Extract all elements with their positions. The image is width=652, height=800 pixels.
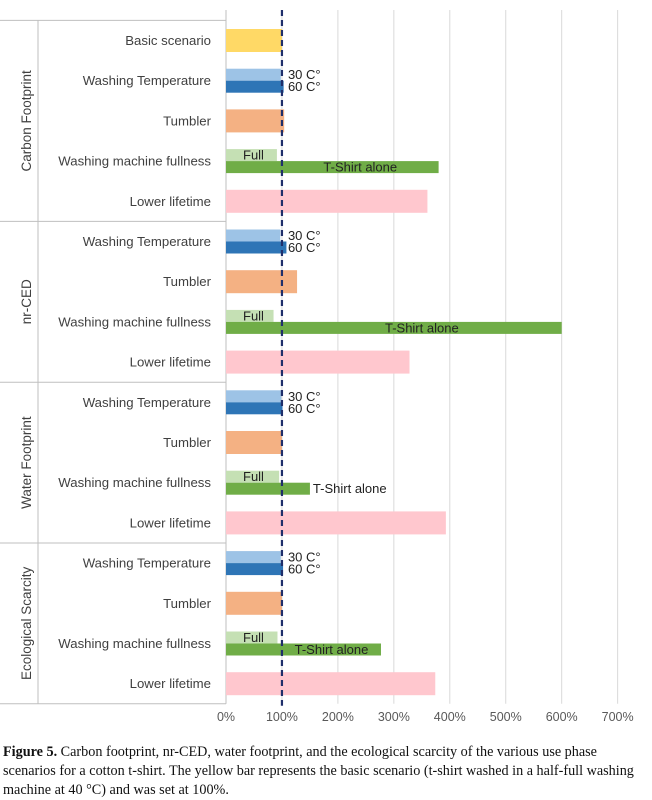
bar <box>226 563 284 576</box>
x-tick-label: 500% <box>490 710 522 724</box>
x-tick-label: 700% <box>602 710 634 724</box>
x-tick-label: 600% <box>546 710 578 724</box>
bar-tag: 30 C° <box>288 228 321 243</box>
group-label: Water Footprint <box>19 416 34 509</box>
chart-area: Carbon Footprint nr-CED Water Footprint Eco… <box>0 10 634 724</box>
bar <box>226 672 436 696</box>
bar <box>226 631 278 644</box>
row-label: Washing machine fullness <box>58 154 211 169</box>
row-label: Tumbler <box>163 596 211 611</box>
bar <box>226 591 282 615</box>
bar-tag: Full <box>243 630 264 645</box>
row-label: Washing Temperature <box>83 556 211 571</box>
bar <box>226 470 280 483</box>
row-label: Washing machine fullness <box>58 475 211 490</box>
bar-tag: 60 C° <box>288 79 321 94</box>
group-label: Carbon Footprint <box>19 70 34 172</box>
row-label: Washing Temperature <box>83 73 211 88</box>
bar-tag: 30 C° <box>288 67 321 82</box>
row-label: Washing Temperature <box>83 395 211 410</box>
row-label: Washing machine fullness <box>58 314 211 329</box>
caption-label: Figure 5. <box>3 744 58 760</box>
bar-tag: Full <box>243 469 264 484</box>
bar-tag: 60 C° <box>288 562 321 577</box>
x-tick-label: 100% <box>266 710 298 724</box>
bar-tag: T-Shirt alone <box>323 160 397 175</box>
bar-tag: T-Shirt alone <box>295 642 369 657</box>
row-label: Washing machine fullness <box>58 636 211 651</box>
bar <box>226 309 274 322</box>
bar-tag: 30 C° <box>288 550 321 565</box>
bar-tag: 60 C° <box>288 401 321 416</box>
bar-tag: 60 C° <box>288 240 321 255</box>
bar-tag: Full <box>243 148 264 163</box>
bar <box>226 482 310 495</box>
x-tick-label: 400% <box>434 710 466 724</box>
bar <box>226 68 281 81</box>
bar-tag: 30 C° <box>288 389 321 404</box>
bar <box>226 270 298 294</box>
row-label: Washing Temperature <box>83 234 211 249</box>
row-label: Tumbler <box>163 113 211 128</box>
x-tick-label: 300% <box>378 710 410 724</box>
group-label: Ecological Scarcity <box>19 567 34 681</box>
bar <box>226 643 381 656</box>
bar <box>226 511 446 535</box>
row-label: Tumbler <box>163 435 211 450</box>
row-label: Lower lifetime <box>130 355 211 370</box>
bar-tag: T-Shirt alone <box>385 320 459 335</box>
row-label: Tumbler <box>163 274 211 289</box>
x-tick-label: 200% <box>322 710 354 724</box>
x-tick-label: 0% <box>217 710 235 724</box>
bar <box>226 390 282 403</box>
figure-caption: Figure 5. Carbon footprint, nr-CED, wate… <box>3 743 651 800</box>
row-label: Basic scenario <box>125 33 211 48</box>
bar <box>226 402 283 415</box>
bar <box>226 109 285 133</box>
caption-text: Carbon footprint, nr-CED, water footprin… <box>3 744 634 798</box>
bar-tag: T-Shirt alone <box>313 481 387 496</box>
bar-chart: Carbon Footprint nr-CED Water Footprint Eco… <box>0 10 634 724</box>
row-label: Lower lifetime <box>130 676 211 691</box>
bar <box>226 321 562 334</box>
bar <box>226 189 428 213</box>
bar <box>226 551 281 564</box>
bar <box>226 161 439 174</box>
bar <box>226 149 277 162</box>
bar <box>226 29 282 52</box>
bar <box>226 229 281 242</box>
bar <box>226 80 284 93</box>
row-label: Lower lifetime <box>130 515 211 530</box>
bar <box>226 350 410 374</box>
bar <box>226 431 282 454</box>
group-label: nr-CED <box>19 279 34 324</box>
bar-tag: Full <box>243 308 264 323</box>
row-label: Lower lifetime <box>130 194 211 209</box>
bar <box>226 241 287 254</box>
